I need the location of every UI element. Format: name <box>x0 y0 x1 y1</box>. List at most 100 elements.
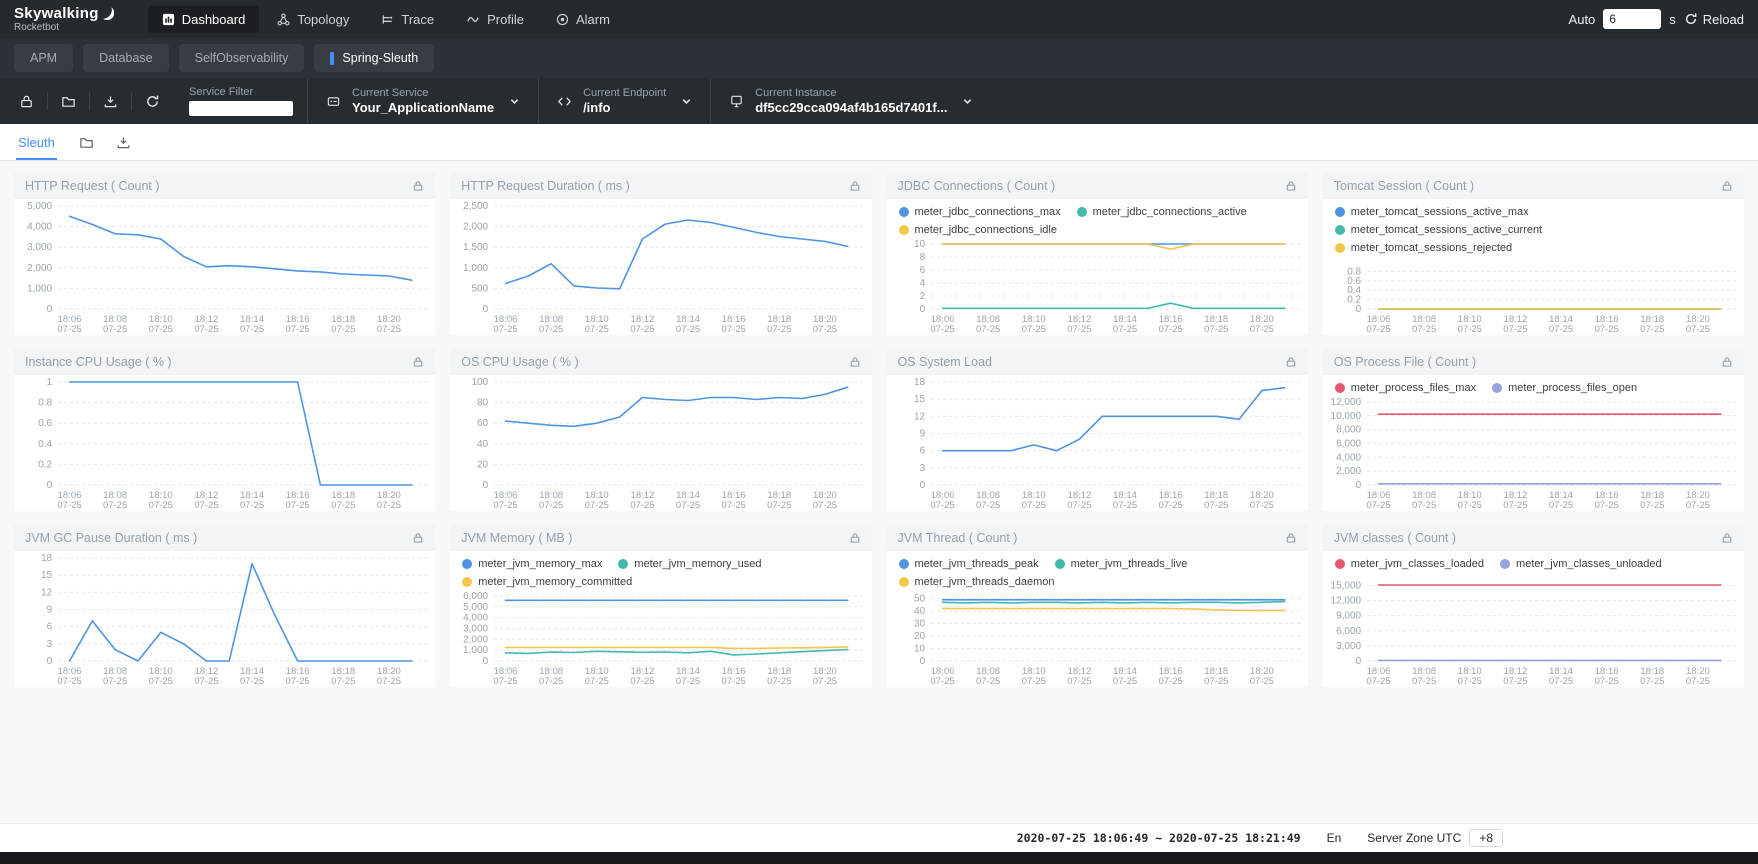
svg-text:07-25: 07-25 <box>1503 676 1527 687</box>
lock-icon[interactable] <box>1721 180 1733 192</box>
chart-title: JVM GC Pause Duration ( ms ) <box>25 531 197 545</box>
toolbar-download-icon[interactable] <box>90 94 131 109</box>
svg-text:07-25: 07-25 <box>285 500 309 511</box>
lock-icon[interactable] <box>849 180 861 192</box>
legend-dot <box>1077 207 1087 217</box>
server-zone-value[interactable]: +8 <box>1469 829 1503 847</box>
lock-icon[interactable] <box>412 180 424 192</box>
subnav-tab-database[interactable]: Database <box>83 44 169 72</box>
tab-sleuth[interactable]: Sleuth <box>16 126 57 160</box>
legend-item[interactable]: meter_tomcat_sessions_active_max <box>1335 206 1529 218</box>
nav-item-alarm[interactable]: Alarm <box>542 6 624 33</box>
legend-label: meter_jvm_memory_used <box>634 558 761 570</box>
legend-item[interactable]: meter_jvm_memory_used <box>618 558 761 570</box>
svg-text:07-25: 07-25 <box>285 676 309 687</box>
current-instance-selector[interactable]: Current Instancedf5cc29cca094af4b165d740… <box>710 78 991 124</box>
svg-text:40: 40 <box>477 439 489 450</box>
svg-text:50: 50 <box>914 594 926 605</box>
service-filter-input[interactable] <box>189 101 293 116</box>
legend-item[interactable]: meter_jdbc_connections_max <box>899 206 1061 218</box>
legend-item[interactable]: meter_jdbc_connections_idle <box>899 224 1057 236</box>
legend-item[interactable]: meter_jvm_threads_live <box>1055 558 1188 570</box>
nav-item-trace[interactable]: Trace <box>367 6 448 33</box>
legend-item[interactable]: meter_jdbc_connections_active <box>1077 206 1247 218</box>
chart-plot: 03,0006,0009,00012,00015,00018:0607-2518… <box>1323 571 1744 687</box>
chevron-down-icon <box>681 96 692 107</box>
topology-icon <box>277 13 290 26</box>
bottom-strip <box>0 852 1758 864</box>
toolbar-selectors: Current ServiceYour_ApplicationNameCurre… <box>307 78 991 124</box>
svg-text:07-25: 07-25 <box>676 500 700 511</box>
chart-panel-header: HTTP Request Duration ( ms ) <box>450 173 871 199</box>
svg-text:07-25: 07-25 <box>1412 676 1436 687</box>
legend-item[interactable]: meter_tomcat_sessions_active_current <box>1335 224 1542 236</box>
legend-label: meter_jvm_threads_live <box>1071 558 1188 570</box>
svg-text:3,000: 3,000 <box>1336 641 1361 652</box>
svg-text:07-25: 07-25 <box>1457 500 1481 511</box>
legend-label: meter_tomcat_sessions_active_current <box>1351 224 1542 236</box>
subnav-tab-spring-sleuth[interactable]: Spring-Sleuth <box>314 44 434 72</box>
alarm-icon <box>556 13 569 26</box>
tabsbar-download-icon[interactable] <box>116 135 131 160</box>
svg-text:12,000: 12,000 <box>1330 596 1361 607</box>
nav-item-dashboard[interactable]: Dashboard <box>148 6 260 33</box>
tabsbar-folder-icon[interactable] <box>79 135 94 160</box>
lock-icon[interactable] <box>1721 532 1733 544</box>
reload-button[interactable]: Reload <box>1684 12 1744 27</box>
svg-text:07-25: 07-25 <box>57 500 81 511</box>
chart-legend: meter_tomcat_sessions_active_max meter_to… <box>1323 199 1744 255</box>
legend-item[interactable]: meter_jvm_threads_daemon <box>899 576 1055 588</box>
legend-item[interactable]: meter_jvm_classes_unloaded <box>1500 558 1662 570</box>
time-range-picker[interactable]: 2020-07-25 18:06:49 ~ 2020-07-25 18:21:4… <box>1017 831 1301 845</box>
legend-item[interactable]: meter_jvm_memory_committed <box>462 576 632 588</box>
svg-text:07-25: 07-25 <box>539 500 563 511</box>
legend-row: meter_tomcat_sessions_active_current <box>1335 222 1732 237</box>
legend-label: meter_tomcat_sessions_active_max <box>1351 206 1529 218</box>
svg-text:07-25: 07-25 <box>57 676 81 687</box>
top-nav-bar: Skywalking Rocketbot DashboardTopologyTr… <box>0 0 1758 38</box>
svg-text:1,000: 1,000 <box>463 645 488 656</box>
lock-icon[interactable] <box>1285 180 1297 192</box>
lock-icon[interactable] <box>1721 356 1733 368</box>
svg-text:12: 12 <box>41 587 53 598</box>
lock-icon[interactable] <box>412 356 424 368</box>
lock-icon[interactable] <box>1285 532 1297 544</box>
nav-item-profile[interactable]: Profile <box>452 6 538 33</box>
legend-item[interactable]: meter_process_files_max <box>1335 382 1476 394</box>
legend-item[interactable]: meter_jvm_memory_max <box>462 558 602 570</box>
current-service-selector[interactable]: Current ServiceYour_ApplicationName <box>307 78 538 124</box>
chart-legend: meter_jvm_threads_peak meter_jvm_threads_… <box>887 551 1308 589</box>
chart-plot: 0102030405018:0607-2518:0807-2518:1007-2… <box>887 589 1308 687</box>
chevron-down-icon <box>509 96 520 107</box>
auto-interval-input[interactable] <box>1603 9 1661 29</box>
chart-title: OS CPU Usage ( % ) <box>461 355 578 369</box>
toolbar-refresh-icon[interactable] <box>132 94 173 109</box>
lock-icon[interactable] <box>1285 356 1297 368</box>
lock-icon[interactable] <box>412 532 424 544</box>
svg-text:80: 80 <box>477 398 489 409</box>
language-switch[interactable]: En <box>1327 831 1342 845</box>
svg-text:0: 0 <box>1355 480 1361 491</box>
legend-row: meter_tomcat_sessions_rejected <box>1335 240 1732 255</box>
current-endpoint-selector[interactable]: Current Endpoint/info <box>538 78 710 124</box>
legend-item[interactable]: meter_process_files_open <box>1492 382 1637 394</box>
lock-icon[interactable] <box>849 356 861 368</box>
legend-dot <box>618 559 628 569</box>
chart-legend: meter_jvm_memory_max meter_jvm_memory_use… <box>450 551 871 589</box>
svg-text:07-25: 07-25 <box>240 500 264 511</box>
legend-item[interactable]: meter_jvm_threads_peak <box>899 558 1039 570</box>
legend-dot <box>462 559 472 569</box>
nav-item-topology[interactable]: Topology <box>263 6 363 33</box>
svg-text:07-25: 07-25 <box>1112 500 1136 511</box>
toolbar-lock-icon[interactable] <box>6 94 47 109</box>
lock-icon[interactable] <box>849 532 861 544</box>
subnav-tab-selfobservability[interactable]: SelfObservability <box>179 44 305 72</box>
nav-item-label: Profile <box>487 12 524 27</box>
toolbar-folder-icon[interactable] <box>48 94 89 109</box>
svg-text:6,000: 6,000 <box>463 591 488 602</box>
legend-item[interactable]: meter_tomcat_sessions_rejected <box>1335 242 1512 254</box>
chart-plot: 05001,0001,5002,0002,50018:0607-2518:080… <box>450 199 871 335</box>
subnav-tab-apm[interactable]: APM <box>14 44 73 72</box>
dashboard-group-tabs: APM Database SelfObservability Spring-Sleut… <box>0 38 1758 78</box>
legend-item[interactable]: meter_jvm_classes_loaded <box>1335 558 1484 570</box>
